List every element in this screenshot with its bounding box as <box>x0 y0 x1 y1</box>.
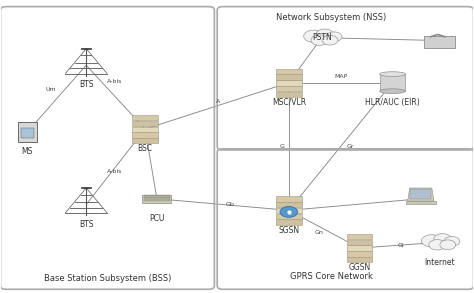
Text: SGSN: SGSN <box>278 226 300 235</box>
Bar <box>132 115 158 120</box>
Text: MAP: MAP <box>334 74 347 79</box>
Bar <box>276 219 301 225</box>
Text: BTS: BTS <box>79 81 93 89</box>
Text: GPRS Core Network: GPRS Core Network <box>290 272 373 281</box>
Bar <box>144 197 170 198</box>
Text: G: G <box>279 144 284 149</box>
Polygon shape <box>408 188 434 201</box>
Bar <box>410 189 431 200</box>
Text: MS: MS <box>22 147 33 156</box>
Text: Gr: Gr <box>346 144 354 149</box>
Bar <box>276 86 301 91</box>
Bar <box>347 246 372 251</box>
Text: A: A <box>216 99 220 104</box>
Text: A-bis: A-bis <box>107 79 122 84</box>
Circle shape <box>280 207 298 217</box>
Bar <box>132 127 158 132</box>
Bar <box>18 122 36 142</box>
Text: Gi: Gi <box>398 243 404 248</box>
Text: PCU: PCU <box>149 214 164 223</box>
Bar <box>276 80 301 86</box>
Bar <box>276 69 301 74</box>
Bar <box>347 257 372 263</box>
Text: Internet: Internet <box>424 258 455 267</box>
Bar <box>406 201 436 204</box>
Text: MSC/VLR: MSC/VLR <box>272 98 306 107</box>
Bar <box>132 121 158 126</box>
Bar <box>276 91 301 97</box>
Bar <box>142 195 172 203</box>
Bar <box>276 196 301 202</box>
Bar <box>276 74 301 80</box>
Text: Gb: Gb <box>226 202 234 207</box>
Text: HLR/AUC (EIR): HLR/AUC (EIR) <box>365 98 420 107</box>
Bar <box>144 195 170 196</box>
Text: Um: Um <box>46 87 56 92</box>
Text: Base Station Subsystem (BSS): Base Station Subsystem (BSS) <box>44 274 171 283</box>
Bar <box>132 138 158 144</box>
Bar <box>276 214 301 219</box>
Bar <box>144 199 170 201</box>
Bar <box>347 234 372 239</box>
Bar <box>380 74 405 91</box>
Text: Network Subsystem (NSS): Network Subsystem (NSS) <box>276 13 386 22</box>
Ellipse shape <box>380 72 405 76</box>
Bar <box>347 251 372 257</box>
Text: BTS: BTS <box>79 220 93 229</box>
Bar <box>21 128 34 138</box>
Bar <box>276 208 301 213</box>
Text: BSC: BSC <box>137 144 153 153</box>
Bar <box>424 36 455 48</box>
Text: Gn: Gn <box>315 230 324 235</box>
Text: A-bis: A-bis <box>107 169 122 174</box>
Text: GGSN: GGSN <box>348 263 371 272</box>
Bar <box>347 240 372 245</box>
Bar <box>276 202 301 207</box>
Text: PSTN: PSTN <box>312 33 332 42</box>
Bar <box>132 132 158 138</box>
Ellipse shape <box>380 89 405 93</box>
